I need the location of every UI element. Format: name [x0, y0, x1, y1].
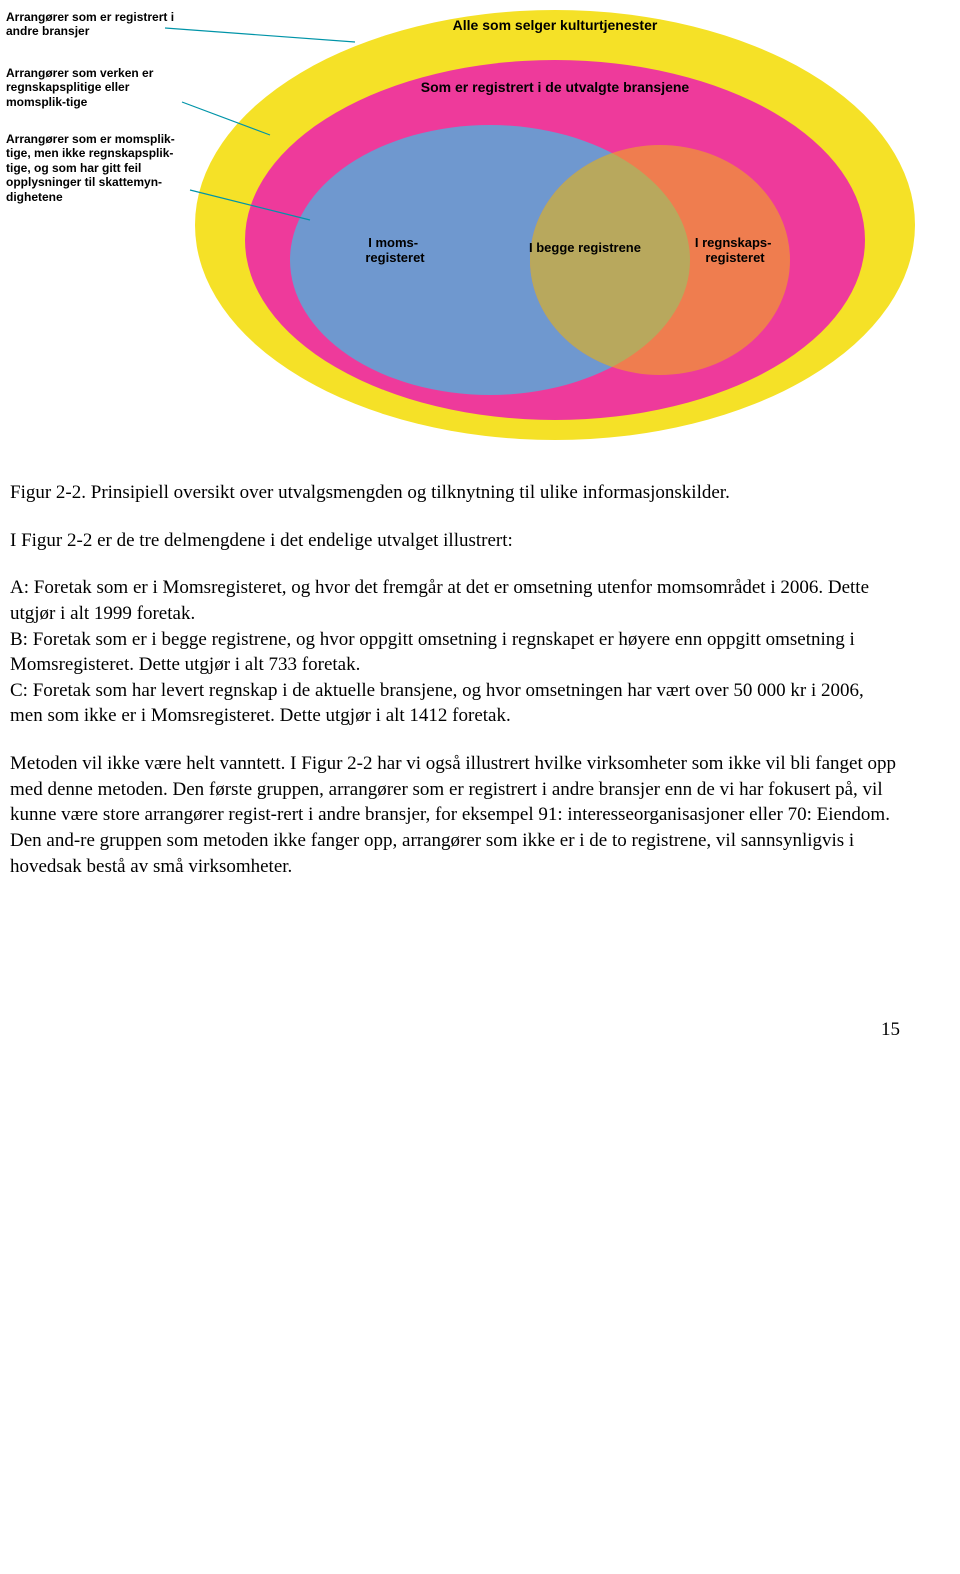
legend-3: Arrangører som er momsplik-tige, men ikk…: [6, 132, 196, 212]
diagram-svg: Alle som selger kulturtjenester Som er r…: [0, 0, 960, 460]
label-overlap: I begge registrene: [529, 240, 641, 255]
label-outer: Alle som selger kulturtjenester: [453, 17, 658, 33]
paragraph-abc: A: Foretak som er i Momsregisteret, og h…: [10, 575, 900, 729]
label-orange: I regnskaps- registeret: [695, 235, 775, 265]
paragraph-method: Metoden vil ikke være helt vanntett. I F…: [10, 751, 900, 879]
body-text: Figur 2-2. Prinsipiell oversikt over utv…: [0, 460, 960, 879]
label-blue: I moms- registeret: [365, 235, 425, 265]
legend-2: Arrangører som verken er regnskapsplitig…: [6, 66, 186, 121]
legend-1: Arrangører som er registrert i andre bra…: [6, 10, 181, 50]
paragraph-intro: I Figur 2-2 er de tre delmengdene i det …: [10, 528, 900, 554]
leader-line-1: [165, 28, 355, 42]
page-number: 15: [0, 1019, 960, 1041]
venn-diagram: Alle som selger kulturtjenester Som er r…: [0, 0, 960, 460]
label-pink: Som er registrert i de utvalgte bransjen…: [421, 79, 690, 95]
figure-caption: Figur 2-2. Prinsipiell oversikt over utv…: [10, 480, 900, 506]
